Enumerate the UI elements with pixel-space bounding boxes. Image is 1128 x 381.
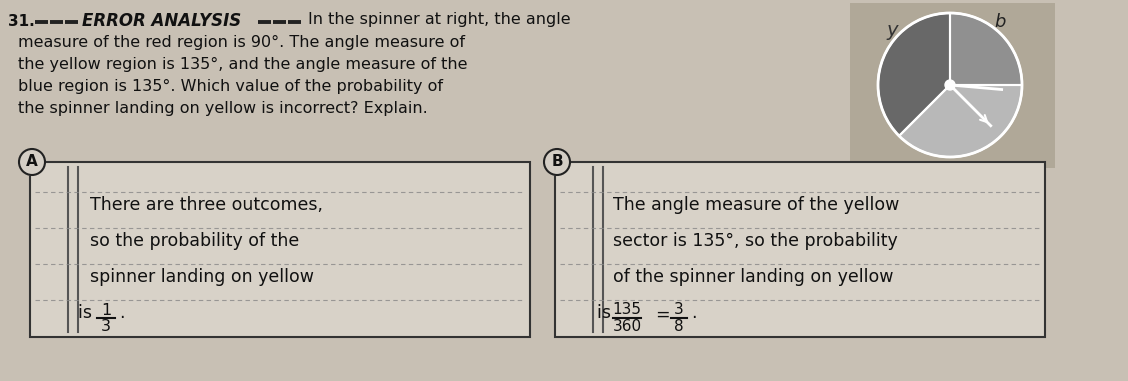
Text: the yellow region is 135°, and the angle measure of the: the yellow region is 135°, and the angle… [18,57,467,72]
Text: blue region is 135°. Which value of the probability of: blue region is 135°. Which value of the … [18,79,443,94]
Circle shape [945,80,955,90]
Text: .: . [118,304,124,322]
Text: 360: 360 [613,319,642,334]
Text: y: y [887,21,898,40]
Text: b: b [994,13,1006,31]
Text: 31.: 31. [8,14,35,29]
Circle shape [19,149,45,175]
Bar [851,3,1055,168]
Text: 8: 8 [675,319,684,334]
Text: 1: 1 [100,303,112,318]
Circle shape [544,149,570,175]
Polygon shape [878,13,950,136]
Text: In the spinner at right, the angle: In the spinner at right, the angle [308,12,571,27]
Polygon shape [950,13,1022,85]
Text: 135: 135 [613,302,642,317]
Text: .: . [691,304,696,322]
Text: is: is [78,304,97,322]
Text: is: is [597,304,617,322]
Text: =: = [655,306,670,324]
Text: A: A [26,155,38,170]
Text: B: B [552,155,563,170]
Bar [30,162,530,337]
Text: the spinner landing on yellow is incorrect? Explain.: the spinner landing on yellow is incorre… [18,101,428,116]
Bar [555,162,1045,337]
Text: spinner landing on yellow: spinner landing on yellow [90,268,314,286]
Text: 3: 3 [102,319,111,334]
Text: so the probability of the: so the probability of the [90,232,299,250]
Text: There are three outcomes,: There are three outcomes, [90,196,323,214]
Text: The angle measure of the yellow: The angle measure of the yellow [613,196,899,214]
Polygon shape [899,85,1022,157]
Text: 3: 3 [675,302,684,317]
Text: measure of the red region is 90°. The angle measure of: measure of the red region is 90°. The an… [18,35,465,50]
Text: sector is 135°, so the probability: sector is 135°, so the probability [613,232,898,250]
Text: of the spinner landing on yellow: of the spinner landing on yellow [613,268,893,286]
Text: ERROR ANALYSIS: ERROR ANALYSIS [82,12,241,30]
